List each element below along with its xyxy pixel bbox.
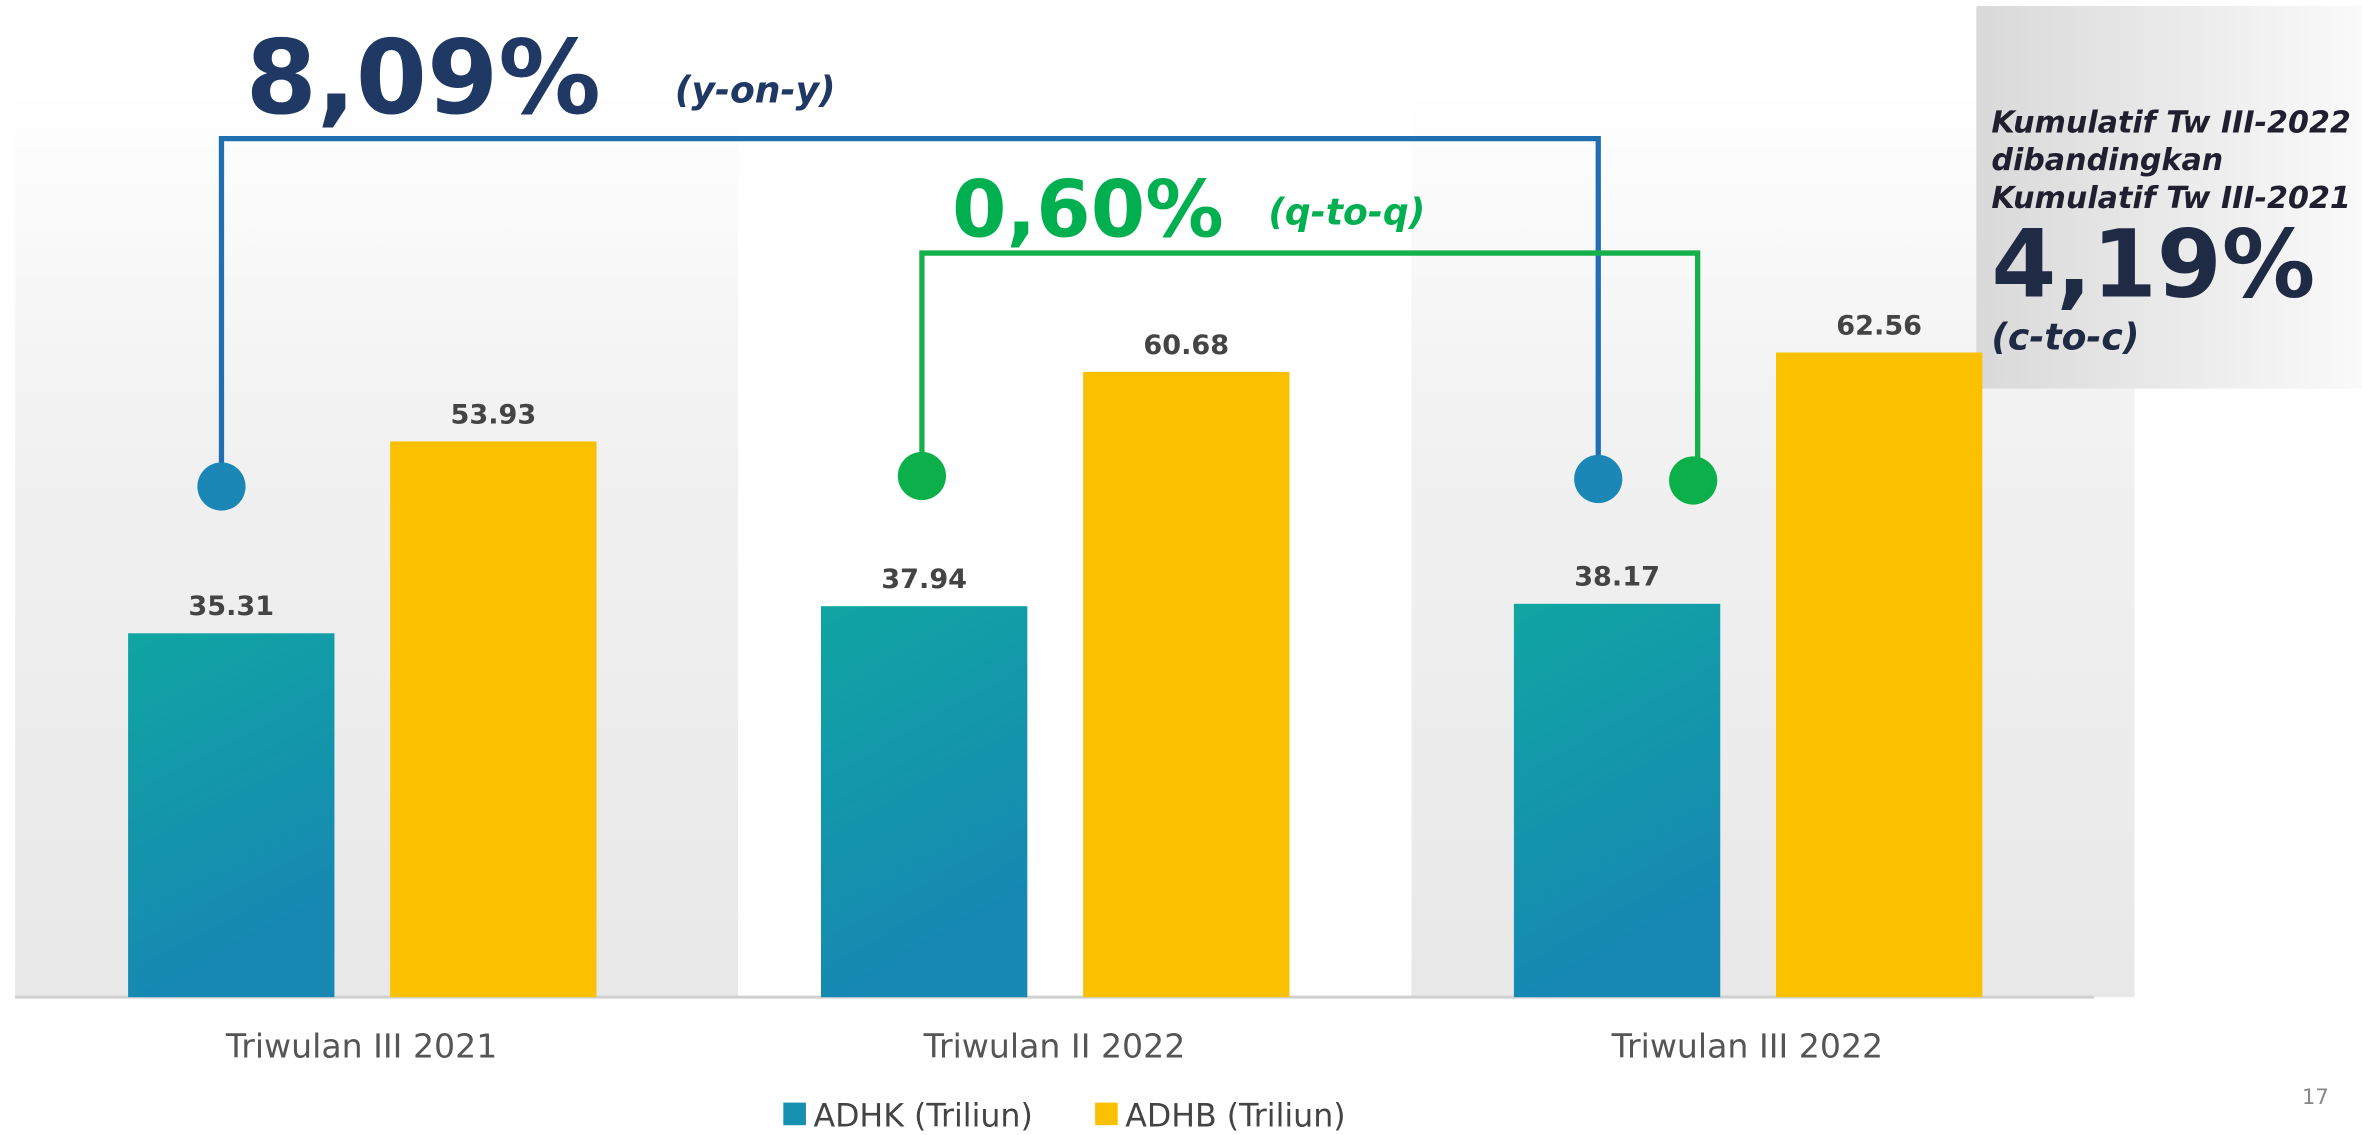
ctc-value: 4,19% (1991, 211, 2315, 320)
bar (128, 633, 335, 998)
connector-dot (1574, 454, 1623, 504)
bar (390, 441, 597, 998)
ctc-line: Kumulatif Tw III-2021 (1991, 181, 2350, 216)
yoy-label: (y-on-y) (675, 68, 836, 111)
x-tick-label: Triwulan III 2022 (1611, 1026, 1883, 1065)
connector-dot (197, 462, 246, 511)
bar (1513, 603, 1721, 998)
bar (1775, 352, 1983, 998)
data-label: 60.68 (1143, 330, 1229, 361)
legend-label: ADHB (Triliun) (1125, 1099, 1345, 1135)
data-label: 37.94 (881, 564, 967, 595)
data-label: 62.56 (1836, 310, 1922, 341)
data-label: 53.93 (450, 399, 536, 430)
connector-dot (897, 451, 947, 501)
background-panel (15, 90, 739, 998)
legend-label: ADHK (Triliun) (813, 1099, 1032, 1135)
yoy-connector (218, 135, 1601, 487)
legend-swatch (783, 1102, 806, 1126)
qtq-value: 0,60% (952, 164, 1224, 255)
qtq-label: (q-to-q) (1268, 190, 1425, 233)
bar (820, 606, 1028, 998)
x-tick-label: Triwulan II 2022 (923, 1026, 1186, 1065)
x-tick-label: Triwulan III 2021 (225, 1026, 497, 1065)
ctc-box (1976, 6, 2362, 389)
qtq-connector (919, 250, 1701, 481)
data-label: 38.17 (1574, 562, 1660, 593)
yoy-value: 8,09% (246, 19, 601, 138)
ctc-line: dibandingkan (1991, 143, 2223, 178)
connector-dot (1669, 456, 1718, 505)
ctc-line: Kumulatif Tw III-2022 (1991, 106, 2350, 141)
bar (1083, 371, 1290, 998)
page-number: 17 (2302, 1084, 2329, 1109)
data-label: 35.31 (188, 591, 274, 622)
ctc-label: (c-to-c) (1991, 315, 2139, 358)
legend-swatch (1095, 1102, 1118, 1126)
